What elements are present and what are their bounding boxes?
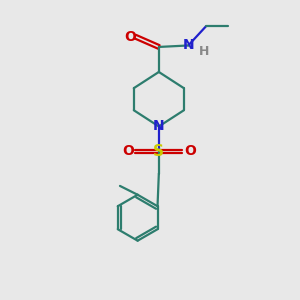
Text: N: N	[153, 119, 165, 134]
Text: O: O	[122, 145, 134, 158]
Text: N: N	[182, 38, 194, 52]
Text: O: O	[124, 30, 136, 44]
Text: S: S	[153, 144, 164, 159]
Text: O: O	[184, 145, 196, 158]
Text: H: H	[199, 45, 210, 58]
